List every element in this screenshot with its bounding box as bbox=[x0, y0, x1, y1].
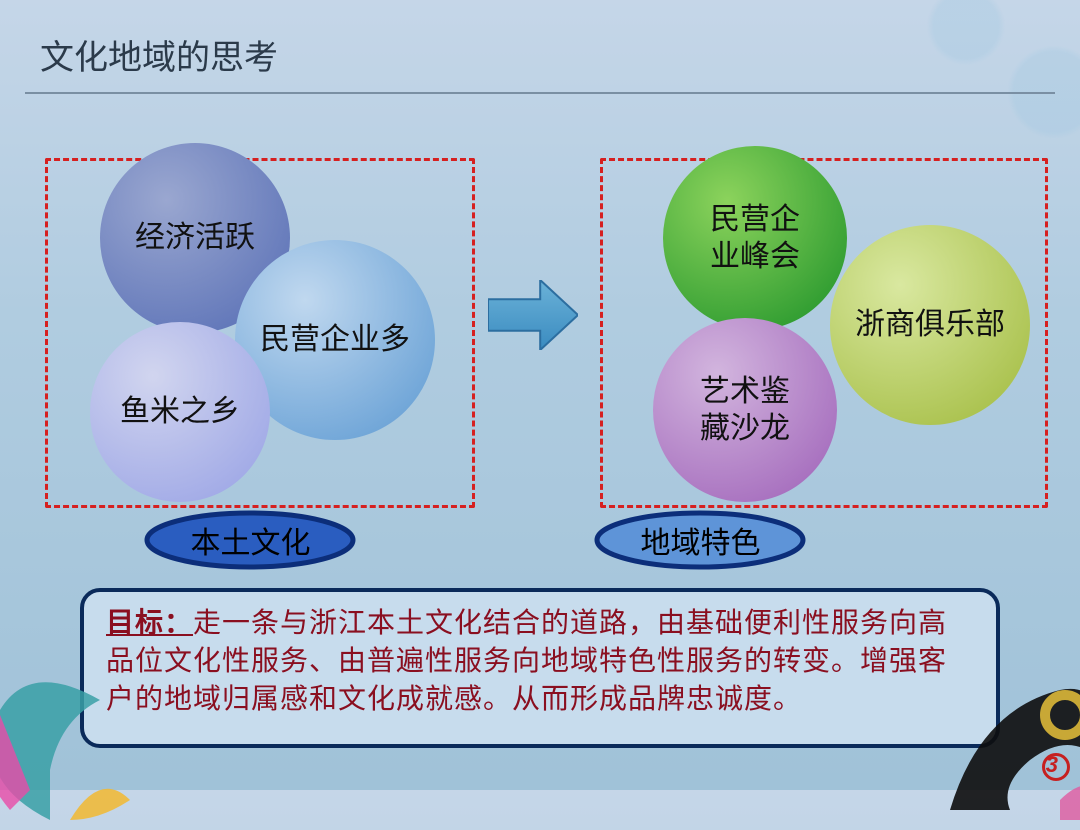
left-badge-label: 本土文化 bbox=[191, 518, 311, 562]
right-badge-label: 地域特色 bbox=[641, 518, 761, 562]
decorative-swirl-top-right bbox=[900, 0, 1080, 180]
goal-box: 目标：走一条与浙江本土文化结合的道路，由基础便利性服务向高品位文化性服务、由普遍… bbox=[80, 588, 1000, 748]
page-title: 文化地域的思考 bbox=[40, 30, 278, 79]
right-circle-2: 艺术鉴 藏沙龙 bbox=[653, 318, 837, 502]
left-circle-2: 鱼米之乡 bbox=[90, 322, 270, 502]
decorative-swirl-bottom-right bbox=[910, 620, 1080, 820]
decorative-swirl-bottom-left bbox=[0, 650, 140, 830]
right-circle-1: 浙商俱乐部 bbox=[830, 225, 1030, 425]
right-badge: 地域特色 bbox=[593, 509, 808, 571]
title-underline bbox=[25, 92, 1055, 94]
left-badge: 本土文化 bbox=[143, 509, 358, 571]
goal-label: 目标： bbox=[106, 607, 193, 638]
goal-text: 走一条与浙江本土文化结合的道路，由基础便利性服务向高品位文化性服务、由普遍性服务… bbox=[106, 607, 947, 714]
right-circle-0: 民营企 业峰会 bbox=[663, 146, 847, 330]
page-number: 3 bbox=[1046, 752, 1058, 778]
arrow-icon bbox=[488, 280, 578, 350]
